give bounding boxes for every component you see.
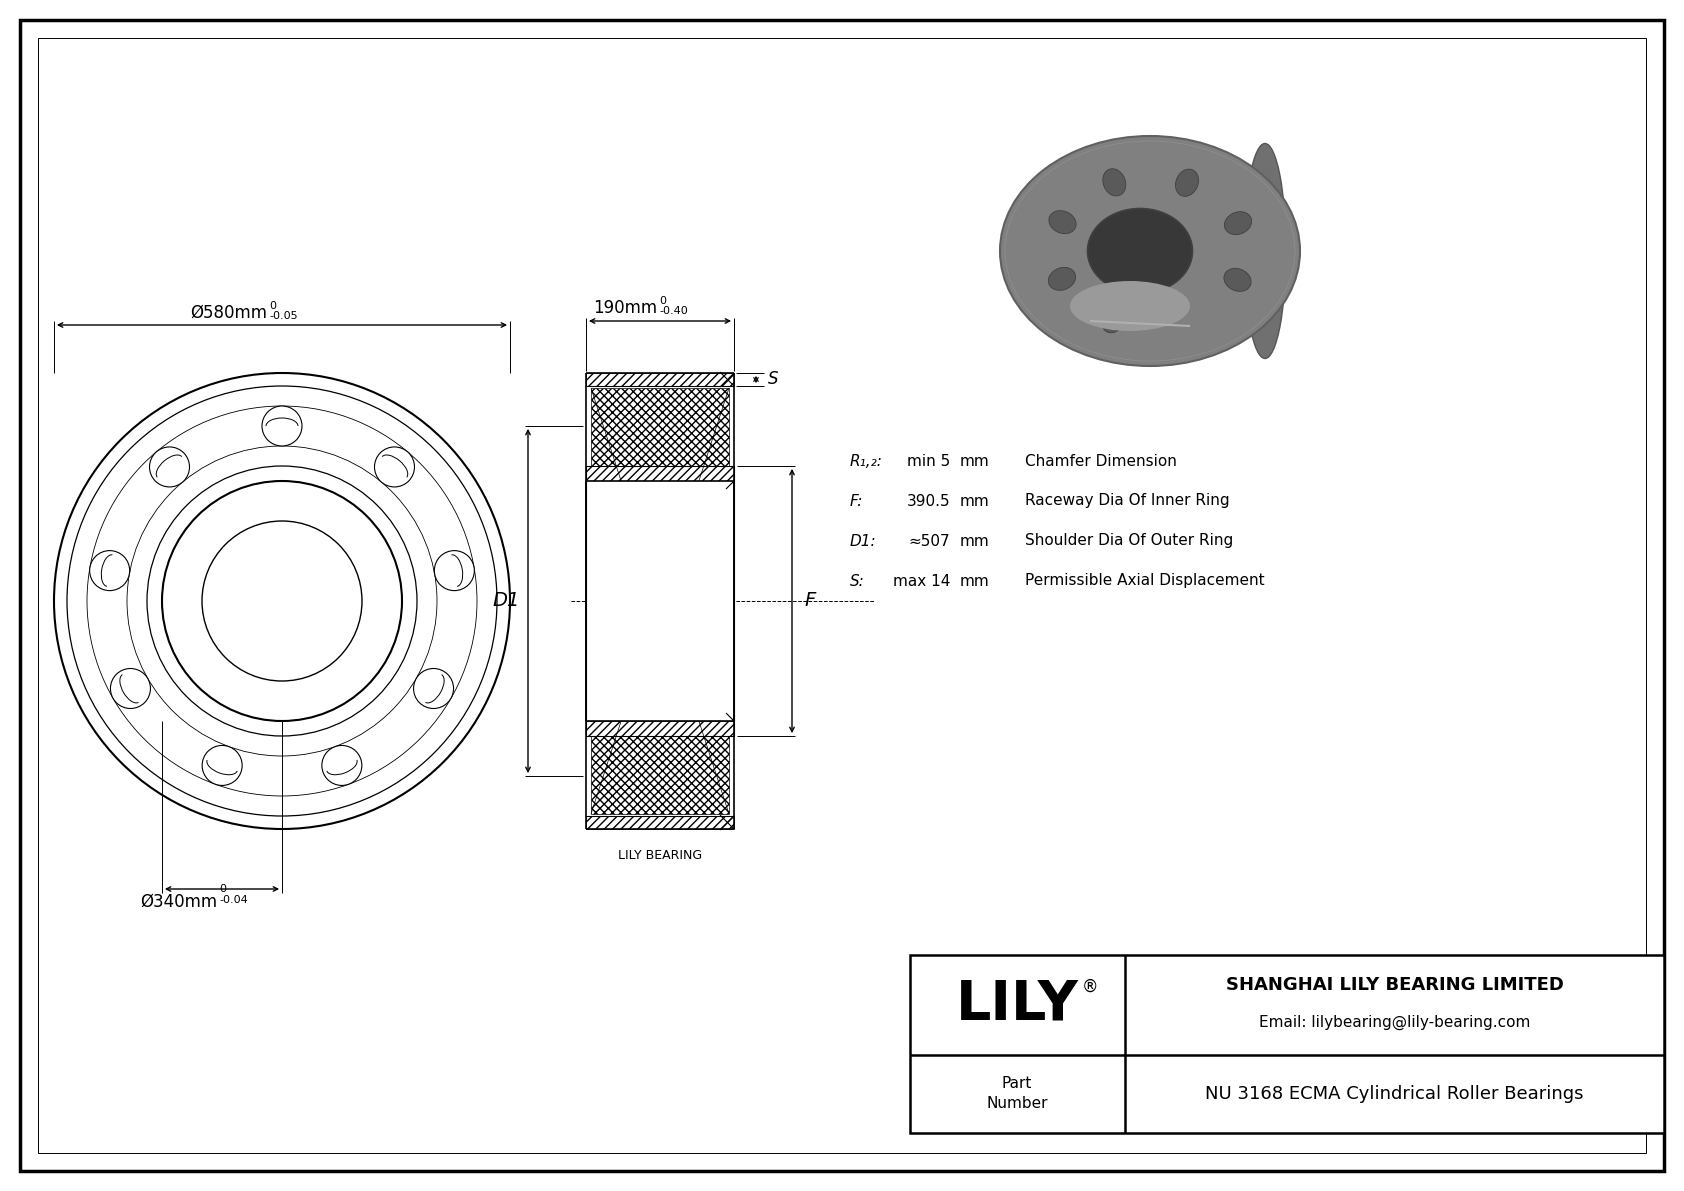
Text: Part
Number: Part Number [987, 1077, 1047, 1111]
Text: LILY BEARING: LILY BEARING [618, 849, 702, 862]
Ellipse shape [1101, 306, 1125, 332]
Text: 0: 0 [269, 301, 276, 311]
Text: F:: F: [850, 493, 864, 509]
Text: -0.05: -0.05 [269, 311, 298, 322]
Ellipse shape [1049, 268, 1076, 291]
Ellipse shape [1175, 169, 1199, 197]
Text: S: S [768, 370, 778, 388]
Ellipse shape [1224, 268, 1251, 292]
Ellipse shape [1049, 211, 1076, 233]
Circle shape [150, 447, 190, 487]
Ellipse shape [1224, 212, 1251, 235]
Ellipse shape [1088, 208, 1192, 293]
Text: 190mm: 190mm [593, 299, 657, 317]
Text: ®: ® [1081, 978, 1098, 996]
Circle shape [202, 746, 242, 785]
Ellipse shape [1069, 281, 1191, 331]
Bar [586, 816, 734, 829]
Circle shape [89, 550, 130, 591]
Ellipse shape [1000, 136, 1300, 366]
Text: 0: 0 [658, 297, 665, 306]
Bar [586, 386, 734, 816]
Text: 0: 0 [219, 884, 226, 894]
Text: SHANGHAI LILY BEARING LIMITED: SHANGHAI LILY BEARING LIMITED [1226, 975, 1563, 994]
Text: mm: mm [960, 454, 990, 468]
Circle shape [434, 550, 475, 591]
Circle shape [322, 746, 362, 785]
Text: D1: D1 [493, 592, 520, 611]
Circle shape [263, 406, 301, 445]
Circle shape [414, 668, 453, 709]
Text: Email: lilybearing@lily-bearing.com: Email: lilybearing@lily-bearing.com [1260, 1015, 1531, 1030]
Ellipse shape [1103, 169, 1127, 197]
Text: Chamfer Dimension: Chamfer Dimension [1026, 454, 1177, 468]
Text: NU 3168 ECMA Cylindrical Roller Bearings: NU 3168 ECMA Cylindrical Roller Bearings [1206, 1085, 1583, 1103]
Bar [586, 373, 734, 386]
Text: D1:: D1: [850, 534, 877, 549]
Bar [586, 373, 734, 829]
Text: mm: mm [960, 534, 990, 549]
Text: Shoulder Dia Of Outer Ring: Shoulder Dia Of Outer Ring [1026, 534, 1233, 549]
Text: ≈507: ≈507 [908, 534, 950, 549]
Text: Raceway Dia Of Inner Ring: Raceway Dia Of Inner Ring [1026, 493, 1229, 509]
Bar [591, 388, 729, 813]
Text: R₁: R₁ [706, 410, 719, 420]
Text: S:: S: [850, 574, 866, 588]
Bar [586, 721, 734, 736]
Circle shape [374, 447, 414, 487]
Text: 390.5: 390.5 [906, 493, 950, 509]
Text: R₁,₂:: R₁,₂: [850, 454, 882, 468]
Text: -0.40: -0.40 [658, 306, 687, 316]
Bar [586, 481, 734, 721]
Text: Ø580mm: Ø580mm [190, 304, 268, 322]
Text: F: F [803, 592, 815, 611]
Circle shape [111, 668, 150, 709]
Text: -0.04: -0.04 [219, 894, 248, 905]
Text: Permissible Axial Displacement: Permissible Axial Displacement [1026, 574, 1265, 588]
Text: min 5: min 5 [906, 454, 950, 468]
Ellipse shape [1244, 143, 1287, 358]
Text: R₂: R₂ [695, 395, 709, 406]
Text: max 14: max 14 [893, 574, 950, 588]
Text: LILY: LILY [955, 978, 1078, 1031]
Bar [909, 955, 1664, 1133]
Text: mm: mm [960, 574, 990, 588]
Bar [586, 466, 734, 481]
Text: mm: mm [960, 493, 990, 509]
Text: Ø340mm: Ø340mm [140, 893, 217, 911]
